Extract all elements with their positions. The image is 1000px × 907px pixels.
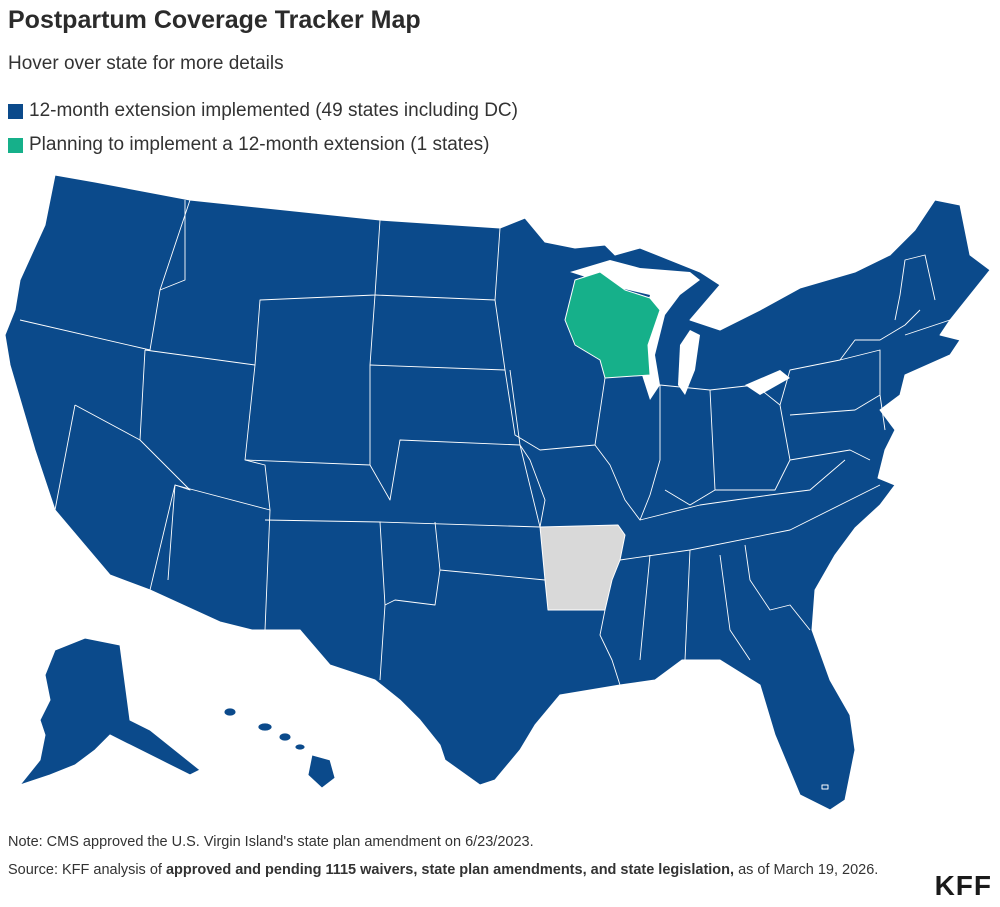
us-map <box>0 160 1000 810</box>
page-subtitle: Hover over state for more details <box>8 53 284 74</box>
state-hawaii[interactable] <box>223 707 336 789</box>
state-arkansas[interactable] <box>539 524 626 611</box>
source-text: Source: KFF analysis of approved and pen… <box>8 860 908 880</box>
legend-item-planning[interactable]: Planning to implement a 12-month extensi… <box>8 128 518 162</box>
state-wisconsin[interactable] <box>564 271 661 379</box>
note-text: Note: CMS approved the U.S. Virgin Islan… <box>8 834 534 850</box>
source-link[interactable]: approved and pending 1115 waivers, state… <box>165 862 735 878</box>
kff-logo: KFF <box>934 870 992 901</box>
source-suffix: as of March 19, 2026. <box>734 862 879 878</box>
legend-label-implemented: 12-month extension implemented (49 state… <box>29 100 518 121</box>
legend-swatch-implemented <box>8 103 23 119</box>
state-borders <box>19 199 961 686</box>
page-title: Postpartum Coverage Tracker Map <box>8 6 421 34</box>
great-lakes <box>570 260 700 400</box>
legend-swatch-planning <box>8 137 23 153</box>
state-alaska[interactable] <box>19 637 201 786</box>
legend: 12-month extension implemented (49 state… <box>8 94 518 162</box>
source-prefix: Source: KFF analysis of <box>8 862 166 878</box>
us-map-svg <box>4 174 991 810</box>
legend-item-implemented[interactable]: 12-month extension implemented (49 state… <box>8 94 518 128</box>
legend-label-planning: Planning to implement a 12-month extensi… <box>29 134 490 155</box>
lake-michigan-east <box>678 330 700 395</box>
lake-erie <box>745 370 790 395</box>
territory-marker <box>821 784 829 790</box>
